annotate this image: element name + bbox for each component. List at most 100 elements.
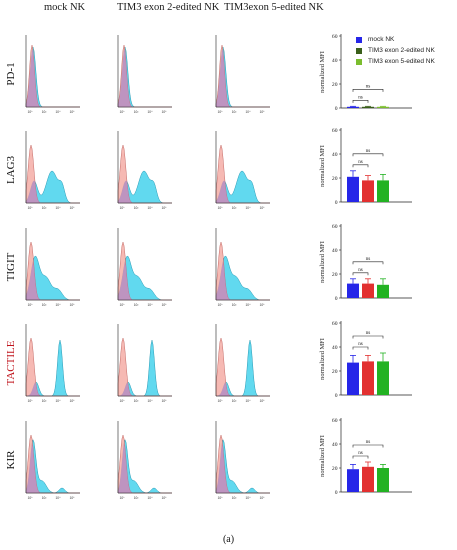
histogram-tick-label: 10⁰: [120, 496, 126, 500]
overlap-histogram: [216, 49, 270, 107]
histogram-panel: 10⁰ 10² 10⁴ 10⁶: [114, 322, 174, 404]
histogram-tick-label: 10⁴: [246, 206, 252, 210]
histogram-tick-label: 10⁴: [148, 110, 154, 114]
histogram-tick-label: 10⁰: [28, 206, 34, 210]
bar: [377, 106, 389, 108]
y-tick-label: 40: [332, 442, 338, 448]
histogram-panel: 10⁰ 10² 10⁴ 10⁶: [212, 226, 272, 308]
column-header-mock-nk: mock NK: [44, 2, 86, 13]
histogram-tick-label: 10⁶: [70, 496, 76, 500]
significance-label: ns: [358, 159, 363, 165]
bar-chart-pd-1: normalized MFI 0 20 40 60 ns ns: [312, 28, 457, 120]
legend-label-exon5: TIM3 exon 5-edited NK: [368, 58, 435, 65]
histogram-tick-label: 10⁴: [148, 399, 154, 403]
legend-swatch-exon2: [356, 47, 362, 54]
histogram-tick-label: 10⁴: [56, 399, 62, 403]
y-axis-label: normalized MFI: [319, 51, 326, 93]
histogram-tick-label: 10⁶: [162, 496, 168, 500]
row-label-pd1: PD-1: [5, 62, 17, 86]
histogram-panel: 10⁰ 10² 10⁴ 10⁶: [212, 322, 272, 404]
bar: [362, 466, 374, 492]
histogram-panel: 10⁰ 10² 10⁴ 10⁶: [114, 419, 174, 501]
overlap-histogram: [118, 443, 172, 493]
histogram-tick-label: 10²: [232, 303, 237, 307]
significance-bracket: [352, 444, 384, 448]
histogram-tick-label: 10⁴: [148, 206, 154, 210]
histogram-tick-label: 10²: [42, 303, 47, 307]
histogram-tick-label: 10²: [42, 110, 47, 114]
histogram-tick-label: 10⁰: [28, 110, 34, 114]
row-label-kir: KIR: [5, 450, 17, 470]
overlap-histogram: [26, 382, 80, 396]
significance-bracket: [352, 346, 369, 350]
histogram-tick-label: 10²: [134, 303, 139, 307]
overlap-histogram: [26, 443, 80, 493]
y-tick-label: 60: [332, 34, 338, 40]
histogram-tick-label: 10⁶: [260, 110, 266, 114]
y-tick-label: 0: [335, 296, 338, 302]
y-tick-label: 20: [332, 466, 338, 472]
y-tick-label: 0: [335, 393, 338, 399]
histogram-panel: 10⁰ 10² 10⁴ 10⁶: [114, 33, 174, 115]
histogram-panel: 10⁰ 10² 10⁴ 10⁶: [212, 129, 272, 211]
overlap-histogram: [118, 180, 172, 203]
overlap-histogram: [216, 382, 270, 396]
y-tick-label: 20: [332, 176, 338, 182]
histogram-tick-label: 10⁰: [120, 303, 126, 307]
bar: [362, 180, 374, 202]
histogram-tick-label: 10⁶: [162, 303, 168, 307]
histogram-tick-label: 10⁴: [148, 303, 154, 307]
y-tick-label: 60: [332, 418, 338, 424]
histogram-tick-label: 10²: [232, 399, 237, 403]
histogram-tick-label: 10⁴: [56, 110, 62, 114]
bar-chart-tigit: normalized MFI 0 20 40 60 ns ns: [312, 218, 457, 310]
y-tick-label: 60: [332, 224, 338, 230]
histogram-tick-label: 10⁶: [70, 206, 76, 210]
histogram-tick-label: 10⁶: [70, 110, 76, 114]
y-tick-label: 20: [332, 82, 338, 88]
histogram-tick-label: 10⁴: [148, 496, 154, 500]
y-tick-label: 40: [332, 58, 338, 64]
bar: [347, 362, 359, 395]
legend-item-exon2: TIM3 exon 2-edited NK: [356, 45, 435, 56]
histogram-tick-label: 10⁰: [218, 110, 224, 114]
histogram-panel: 10⁰ 10² 10⁴ 10⁶: [22, 129, 82, 211]
histogram-tick-label: 10⁰: [120, 110, 126, 114]
significance-label: ns: [366, 148, 371, 154]
overlap-histogram: [216, 261, 270, 300]
histogram-tick-label: 10²: [134, 110, 139, 114]
y-tick-label: 40: [332, 248, 338, 254]
histogram-tick-label: 10⁴: [246, 496, 252, 500]
histogram-tick-label: 10⁰: [28, 399, 34, 403]
bar: [377, 468, 389, 492]
row-label-tigit: TIGIT: [5, 252, 17, 282]
bar: [347, 283, 359, 298]
legend-label-mock: mock NK: [368, 36, 395, 43]
histogram-tick-label: 10²: [232, 206, 237, 210]
significance-bracket: [352, 335, 384, 339]
y-tick-label: 40: [332, 345, 338, 351]
bar: [377, 284, 389, 298]
column-header-tim3-exon2: TIM3 exon 2-edited NK: [117, 2, 220, 13]
histogram-tick-label: 10⁴: [246, 110, 252, 114]
bar: [377, 180, 389, 202]
significance-label: ns: [358, 267, 363, 273]
histogram-tick-label: 10⁶: [260, 303, 266, 307]
overlap-histogram: [26, 261, 80, 300]
y-tick-label: 40: [332, 152, 338, 158]
histogram-tick-label: 10⁰: [218, 303, 224, 307]
figure-caption: (a): [222, 534, 235, 545]
histogram-tick-label: 10⁴: [246, 399, 252, 403]
histogram-panel: 10⁰ 10² 10⁴ 10⁶: [114, 129, 174, 211]
y-tick-label: 60: [332, 128, 338, 134]
overlap-histogram: [118, 382, 172, 396]
histogram-tick-label: 10⁰: [120, 399, 126, 403]
significance-label: ns: [358, 341, 363, 347]
bar-chart-tactile: normalized MFI 0 20 40 60 ns ns: [312, 315, 457, 407]
histogram-tick-label: 10⁶: [260, 206, 266, 210]
histogram-tick-label: 10⁴: [56, 303, 62, 307]
y-tick-label: 0: [335, 490, 338, 496]
overlap-histogram: [118, 49, 172, 107]
significance-label: ns: [366, 84, 371, 90]
y-tick-label: 60: [332, 321, 338, 327]
